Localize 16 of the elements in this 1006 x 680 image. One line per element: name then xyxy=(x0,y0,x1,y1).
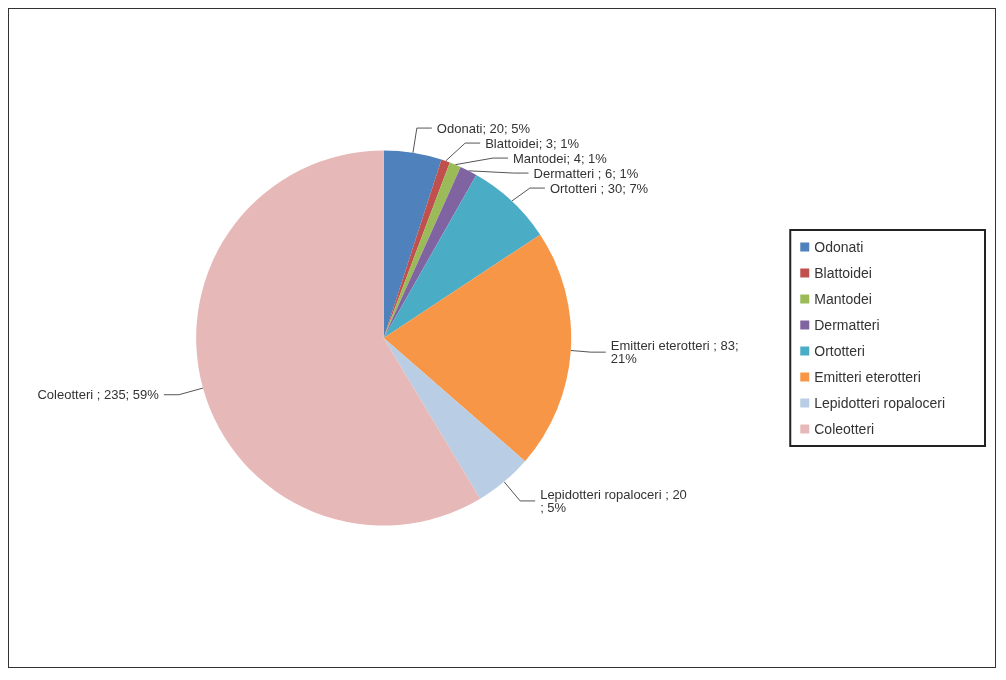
data-label: Blattoidei; 3; 1% xyxy=(485,135,580,151)
data-label: Emitteri eterotteri ; 83; 21% xyxy=(610,338,743,367)
legend-label: Coleotteri xyxy=(814,421,875,437)
data-label: Dermatteri ; 6; 1% xyxy=(533,165,639,181)
legend-label: Blattoidei xyxy=(814,265,872,281)
legend-label: Ortotteri xyxy=(814,343,865,359)
data-label: Odonati; 20; 5% xyxy=(436,120,531,136)
data-label: Mantodei; 4; 1% xyxy=(512,150,608,166)
legend-label: Lepidotteri ropaloceri xyxy=(814,395,946,411)
legend-label: Emitteri eterotteri xyxy=(814,369,921,385)
legend-label: Mantodei xyxy=(814,291,872,307)
data-label: Coleotteri ; 235; 59% xyxy=(37,387,160,403)
data-label: Ortotteri ; 30; 7% xyxy=(549,180,649,196)
legend-label: Odonati xyxy=(814,239,864,255)
legend-label: Dermatteri xyxy=(814,317,880,333)
data-label: Lepidotteri ropaloceri ; 20; 5% xyxy=(540,486,687,515)
